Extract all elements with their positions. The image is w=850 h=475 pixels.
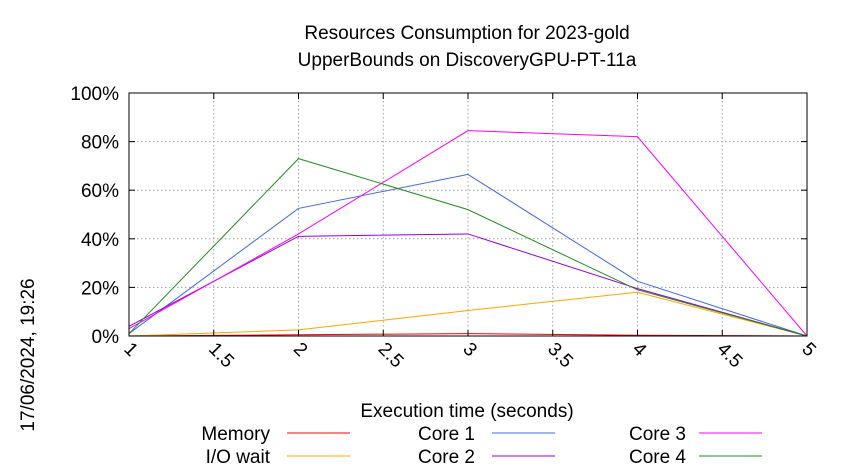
legend-label-memory: Memory xyxy=(201,424,270,445)
x-tick-label: 4.5 xyxy=(713,339,747,373)
timestamp-label: 17/06/2024, 19:26 xyxy=(18,278,39,431)
y-tick-label: 80% xyxy=(81,133,119,154)
y-tick-label: 60% xyxy=(81,181,119,202)
series-line-core-4 xyxy=(128,158,808,337)
series-lines xyxy=(128,130,808,337)
chart-title-line-2: UpperBounds on DiscoveryGPU-PT-11a xyxy=(298,50,637,71)
legend-label-core-1: Core 1 xyxy=(418,424,475,445)
series-line-core-2 xyxy=(128,233,808,337)
legend-label-core-4: Core 4 xyxy=(629,447,686,468)
x-tick-labels: 1 1.5 2 2.5 3 3.5 4 4.5 5 xyxy=(119,93,820,373)
x-tick-label: 3 xyxy=(458,339,480,361)
legend-label-core-3: Core 3 xyxy=(629,424,686,445)
series-line-i-o-wait xyxy=(128,291,808,337)
y-tick-label: 100% xyxy=(70,84,119,105)
grid xyxy=(128,92,808,337)
legend-label-i-o-wait: I/O wait xyxy=(206,447,271,468)
legend-label-core-2: Core 2 xyxy=(418,447,475,468)
x-tick-label: 2 xyxy=(289,339,311,361)
chart-title-line-1: Resources Consumption for 2023-gold xyxy=(304,23,629,44)
y-tick-label: 40% xyxy=(81,230,119,251)
series-line-core-1 xyxy=(128,173,808,337)
x-tick-label: 2.5 xyxy=(374,339,408,373)
y-tick-label: 0% xyxy=(92,327,120,348)
y-tick-label: 20% xyxy=(81,278,119,299)
x-tick-label: 1 xyxy=(119,339,141,361)
x-tick-label: 1.5 xyxy=(204,339,238,373)
x-tick-label: 5 xyxy=(797,339,819,361)
y-tick-labels: 0% 20% 40% 60% 80% 100% xyxy=(70,84,807,348)
series-line-core-3 xyxy=(128,130,808,337)
x-tick-label: 4 xyxy=(628,339,651,362)
x-tick-label: 3.5 xyxy=(543,339,577,373)
x-axis-label: Execution time (seconds) xyxy=(360,401,573,422)
